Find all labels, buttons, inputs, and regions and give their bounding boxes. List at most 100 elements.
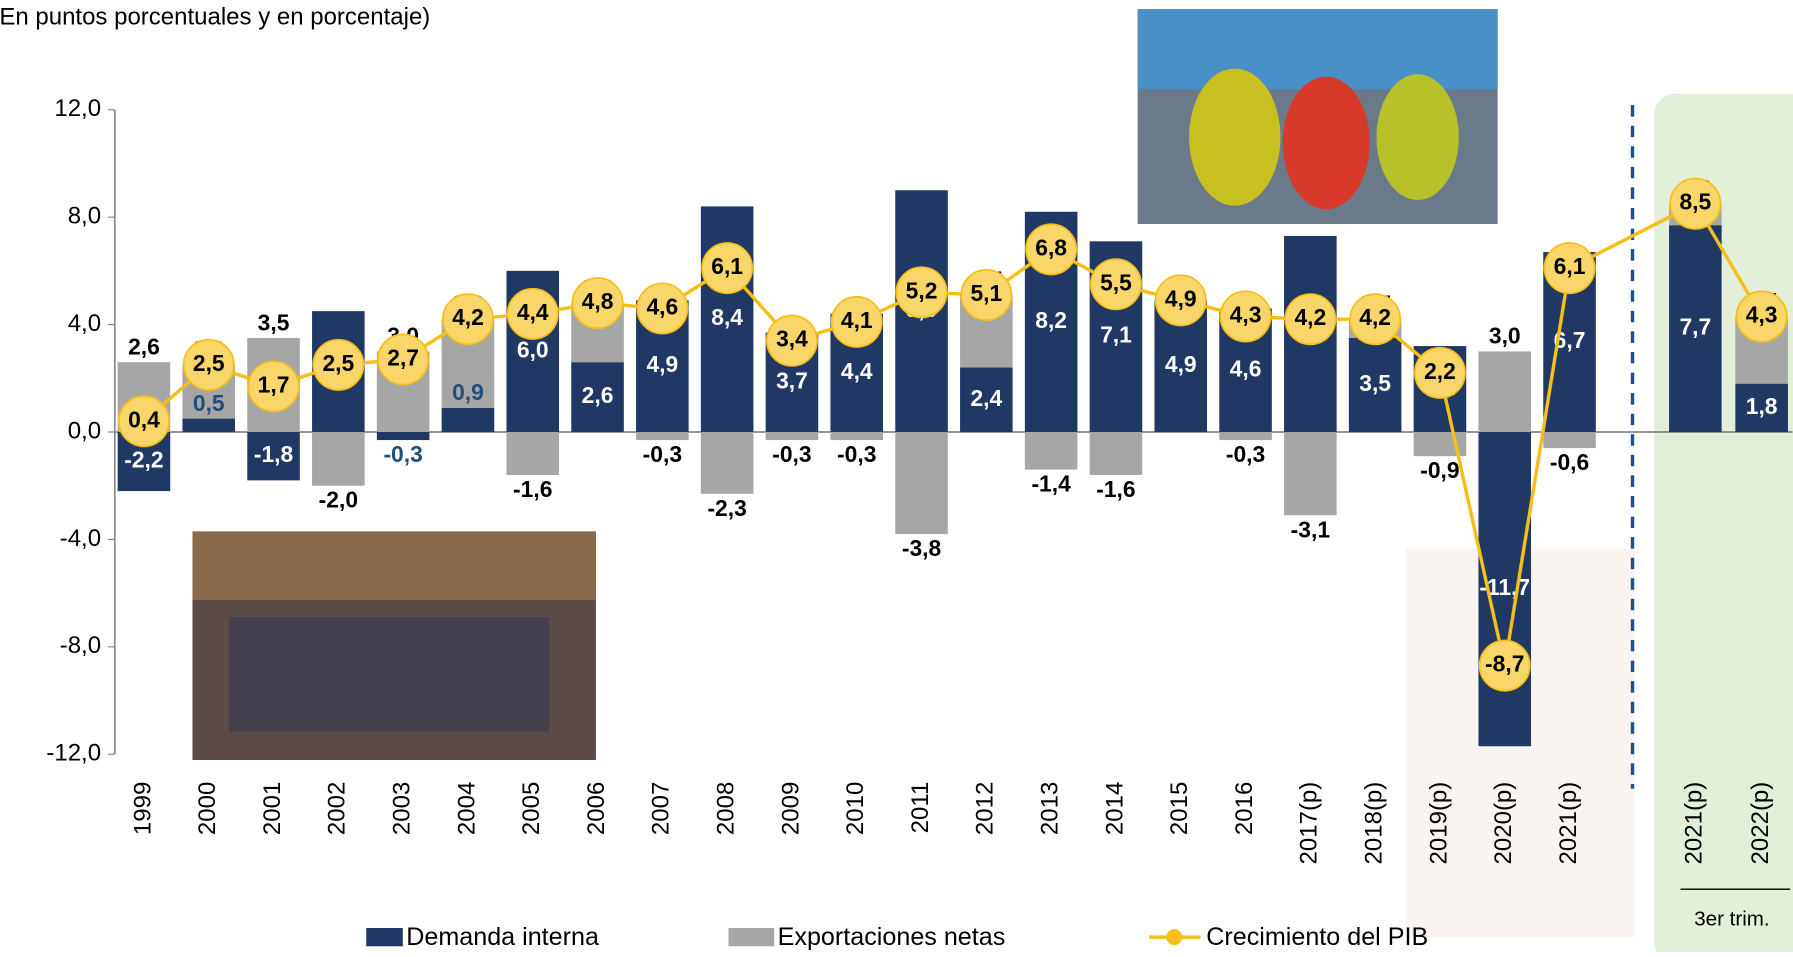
bar-value-label: 0,5 xyxy=(193,390,225,416)
x-tick-label: 2018(p) xyxy=(1360,782,1387,865)
line-point xyxy=(1543,242,1596,295)
line-point xyxy=(182,338,235,391)
line-point xyxy=(377,333,430,386)
bar-value-label: 4,4 xyxy=(841,358,873,384)
line-value-label: -8,7 xyxy=(1485,651,1524,677)
bar-value-label: -1,6 xyxy=(1096,476,1135,502)
line-value-label: 6,1 xyxy=(711,253,743,279)
line-point xyxy=(1349,293,1402,346)
bar xyxy=(441,407,495,432)
y-tick-label: 12,0 xyxy=(54,95,101,122)
x-tick-label: 2005 xyxy=(518,782,545,835)
x-tick-label: 2007 xyxy=(648,782,675,835)
bar-value-label: 3,0 xyxy=(1489,323,1521,349)
line-point xyxy=(960,269,1013,322)
line-point xyxy=(312,338,365,391)
bar-value-label: -0,9 xyxy=(1420,457,1459,483)
bar-value-label: -0,3 xyxy=(383,441,422,467)
bar xyxy=(571,362,624,432)
x-tick-label: 2001 xyxy=(259,782,286,835)
x-tick-label: 2010 xyxy=(842,782,869,835)
line-value-label: 3,4 xyxy=(776,326,808,352)
bar xyxy=(1669,225,1722,432)
line-point xyxy=(506,287,559,340)
line-value-label: 5,5 xyxy=(1100,269,1132,295)
bar-value-label: 2,4 xyxy=(970,385,1002,411)
bar xyxy=(765,432,819,441)
bar-value-label: -1,6 xyxy=(513,476,552,502)
x-tick-label: 2012 xyxy=(972,782,999,835)
line-value-label: 4,2 xyxy=(1359,304,1391,330)
x-tick-label: 2014 xyxy=(1101,782,1128,835)
bar xyxy=(1478,351,1532,432)
bar-value-label: 0,9 xyxy=(452,379,484,405)
line-point xyxy=(636,282,689,335)
x-tick-label: 2017(p) xyxy=(1296,782,1323,865)
x-tick-label: 2013 xyxy=(1036,782,1063,835)
legend-marker xyxy=(1166,929,1183,946)
bar-value-label: 2,6 xyxy=(582,382,614,408)
bar-value-label: 3,7 xyxy=(776,367,808,393)
bar-value-label: -0,3 xyxy=(837,441,876,467)
bar-value-label: 6,0 xyxy=(517,336,549,362)
bar xyxy=(312,432,365,486)
period-label: 3er trim. xyxy=(1694,907,1769,930)
line-value-label: 5,1 xyxy=(970,280,1002,306)
bar xyxy=(895,432,948,535)
bar-value-label: -1,4 xyxy=(1031,471,1071,497)
bar xyxy=(247,432,300,481)
bar xyxy=(1284,432,1337,516)
line-point xyxy=(1089,258,1142,311)
bar-value-label: 7,1 xyxy=(1100,322,1132,348)
line-point xyxy=(1219,290,1272,343)
bar xyxy=(700,432,754,494)
line-value-label: 2,5 xyxy=(322,350,354,376)
bar xyxy=(960,367,1013,432)
bar-value-label: -0,3 xyxy=(772,441,811,467)
bar xyxy=(1024,432,1078,470)
line-point xyxy=(765,314,818,367)
bar-value-label: 3,5 xyxy=(258,309,290,335)
bar xyxy=(830,432,884,441)
x-tick-label: 1999 xyxy=(129,782,156,835)
line-value-label: 8,5 xyxy=(1679,189,1711,215)
line-value-label: 2,7 xyxy=(387,345,419,371)
line-point xyxy=(1154,274,1207,327)
x-tick-label: 2006 xyxy=(583,782,610,835)
y-tick-label: -8,0 xyxy=(60,632,101,659)
bar-value-label: -1,8 xyxy=(254,441,293,467)
y-tick-label: 4,0 xyxy=(68,310,101,337)
line-point xyxy=(1025,223,1078,276)
line-value-label: 4,1 xyxy=(841,307,873,333)
bar-value-label: 1,8 xyxy=(1746,393,1778,419)
line-value-label: 2,5 xyxy=(193,350,225,376)
x-tick-label: 2019(p) xyxy=(1425,782,1452,865)
bar-value-label: 8,4 xyxy=(711,304,743,330)
x-tick-label: 2002 xyxy=(324,782,351,835)
y-tick-label: -4,0 xyxy=(60,525,101,552)
bar-value-label: 2,6 xyxy=(128,333,160,359)
bar-value-label: -0,3 xyxy=(1226,441,1265,467)
y-tick-label: 8,0 xyxy=(68,202,101,229)
x-tick-label: 2008 xyxy=(712,782,739,835)
x-tick-label: 2021(p) xyxy=(1555,782,1582,865)
x-tick-label: 2022(p) xyxy=(1747,782,1774,865)
bar-value-label: 7,7 xyxy=(1679,314,1711,340)
line-point xyxy=(701,242,754,295)
y-tick-label: -12,0 xyxy=(46,740,101,767)
bar-value-label: -2,2 xyxy=(124,447,163,473)
x-tick-label: 2000 xyxy=(194,782,221,835)
bar-value-label: -0,3 xyxy=(643,441,682,467)
bar-value-label: 4,9 xyxy=(1165,351,1197,377)
chart-subtitle: (En puntos porcentuales y en porcentaje) xyxy=(0,4,430,31)
bar xyxy=(376,432,430,441)
photo-dancers xyxy=(1137,9,1498,225)
x-tick-label: 2015 xyxy=(1166,782,1193,835)
line-point xyxy=(1413,346,1466,399)
legend-label: Exportaciones netas xyxy=(778,923,1006,951)
line-value-label: 4,3 xyxy=(1746,302,1778,328)
line-value-label: 4,2 xyxy=(452,304,484,330)
bar xyxy=(506,432,560,475)
x-tick-label: 2021(p) xyxy=(1681,782,1708,865)
line-value-label: 4,9 xyxy=(1165,285,1197,311)
